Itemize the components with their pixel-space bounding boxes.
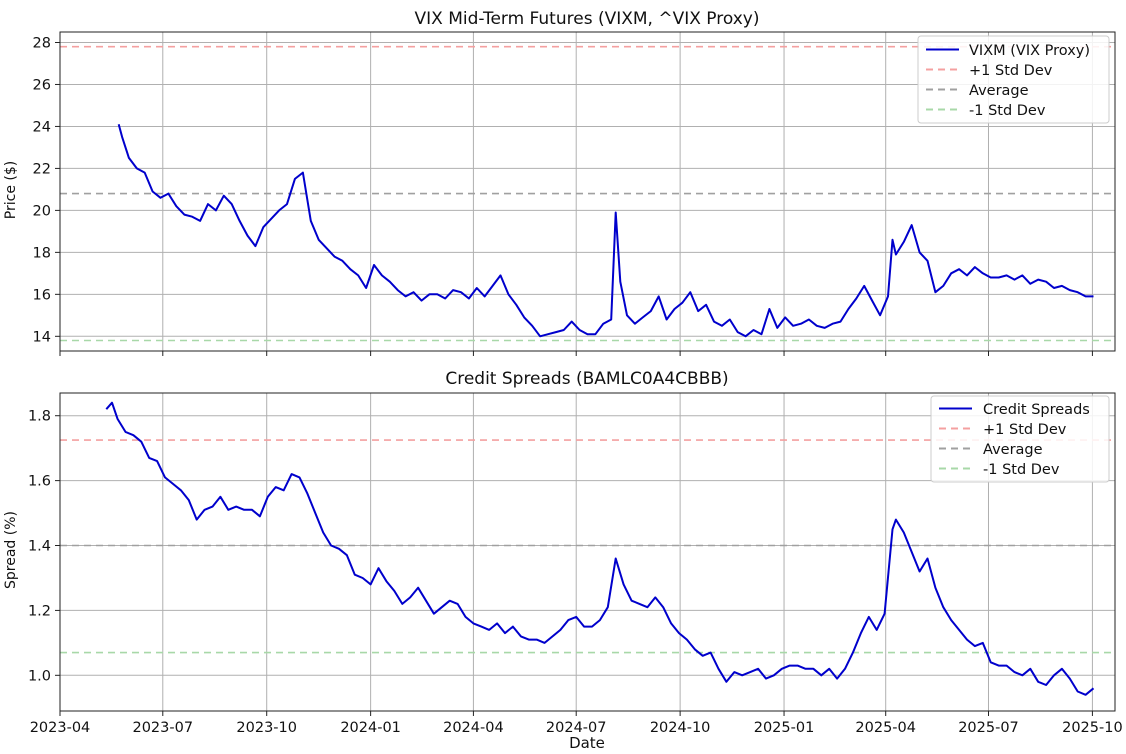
vix-series-line [117, 124, 1094, 338]
vix-legend: VIXM (VIX Proxy) +1 Std Dev Average -1 S… [917, 35, 1110, 124]
vix-y-tick-label: 18 [33, 245, 51, 261]
credit-series-line [105, 401, 1095, 696]
credit-chart-title: Credit Spreads (BAMLC0A4CBBB) [445, 369, 728, 389]
vix-y-tick-label: 14 [33, 329, 51, 345]
vix-plot-frame [59, 31, 1116, 352]
vix-x-ticks [59, 351, 1093, 356]
x-tick-label: 2024-01 [340, 720, 401, 736]
vix-grid [59, 32, 1115, 351]
credit-legend: Credit Spreads +1 Std Dev Average -1 Std… [930, 395, 1110, 483]
x-axis-label: Date [569, 734, 605, 752]
x-tick-label: 2023-04 [30, 720, 91, 736]
credit-series-group [105, 401, 1095, 696]
credit-legend-label-minus-std: -1 Std Dev [983, 462, 1060, 478]
vix-panel: VIX Mid-Term Futures (VIXM, ^VIX Proxy) … [3, 9, 1116, 356]
vix-y-tick-label: 28 [33, 35, 51, 51]
credit-spreads-panel: Credit Spreads (BAMLC0A4CBBB) Spread (%)… [3, 369, 1123, 736]
vix-y-tick-label: 20 [33, 203, 51, 219]
credit-y-tick-label: 1.8 [28, 409, 51, 425]
vix-legend-label-series: VIXM (VIX Proxy) [969, 43, 1090, 59]
vix-y-tick-label: 26 [33, 77, 51, 93]
vix-legend-label-average: Average [969, 83, 1029, 99]
vix-y-tick-label: 16 [33, 287, 51, 303]
credit-legend-box [930, 395, 1110, 483]
vix-y-ticks: 14 16 18 20 22 24 26 28 [33, 35, 60, 345]
vix-chart-title: VIX Mid-Term Futures (VIXM, ^VIX Proxy) [415, 9, 760, 29]
vix-legend-box [917, 35, 1110, 124]
vix-y-tick-label: 22 [33, 161, 51, 177]
credit-y-tick-label: 1.0 [28, 668, 51, 684]
vix-legend-label-minus-std: -1 Std Dev [969, 103, 1046, 119]
credit-legend-label-average: Average [983, 442, 1043, 458]
x-tick-label: 2024-07 [546, 720, 607, 736]
x-tick-label: 2023-07 [132, 720, 193, 736]
credit-y-axis-label: Spread (%) [3, 511, 19, 589]
credit-y-ticks: 1.0 1.2 1.4 1.6 1.8 [28, 409, 60, 684]
x-tick-label: 2024-04 [443, 720, 504, 736]
x-tick-label: 2023-10 [236, 720, 297, 736]
credit-legend-label-series: Credit Spreads [983, 402, 1090, 418]
x-tick-label: 2024-10 [650, 720, 711, 736]
x-tick-label: 2025-10 [1062, 720, 1123, 736]
vix-y-axis-label: Price ($) [3, 161, 19, 219]
x-tick-label: 2025-04 [855, 720, 916, 736]
vix-legend-label-plus-std: +1 Std Dev [969, 63, 1053, 79]
credit-plot-frame [59, 392, 1116, 712]
vix-series-group [117, 124, 1094, 338]
x-tick-label: 2025-07 [958, 720, 1019, 736]
vix-y-tick-label: 24 [33, 119, 51, 135]
credit-y-tick-label: 1.2 [28, 603, 51, 619]
credit-y-tick-label: 1.6 [28, 474, 51, 490]
credit-x-ticks: 2023-04 2023-07 2023-10 2024-01 2024-04 2024-… [30, 711, 1123, 736]
credit-y-tick-label: 1.4 [28, 539, 51, 555]
credit-legend-label-plus-std: +1 Std Dev [983, 422, 1067, 438]
x-tick-label: 2025-01 [754, 720, 815, 736]
